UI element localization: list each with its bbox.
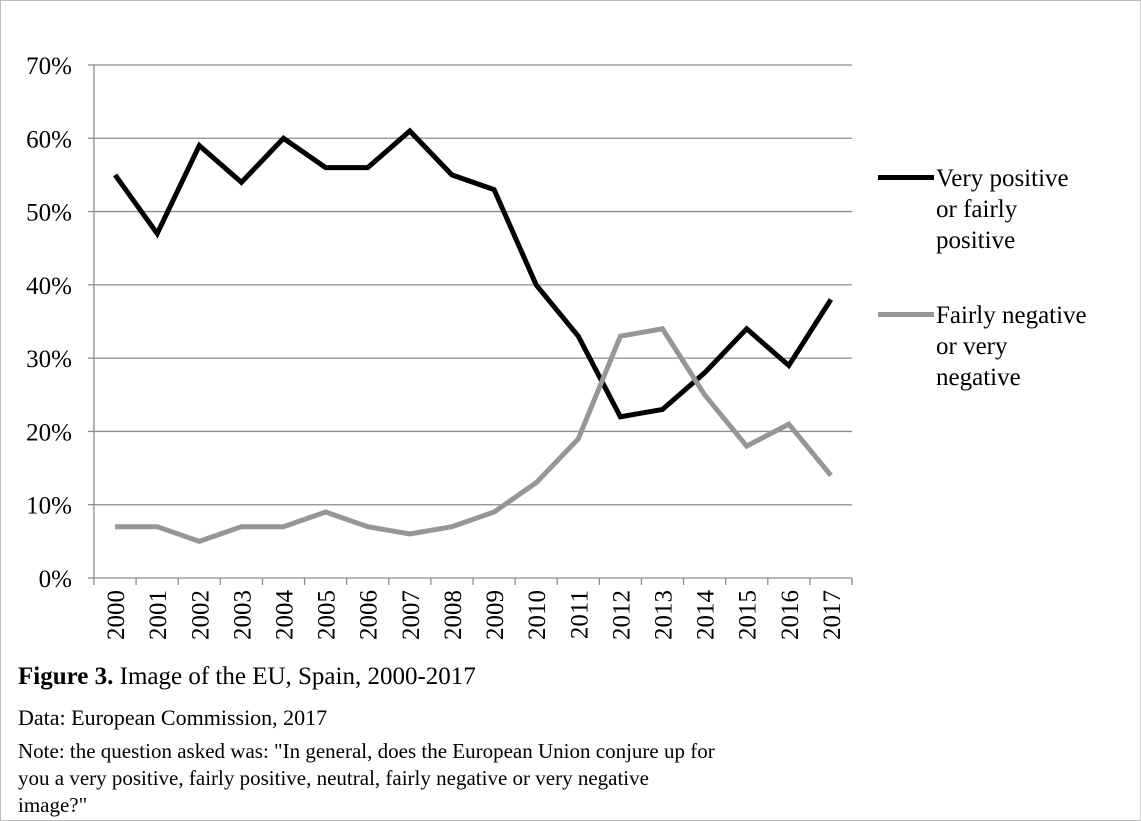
- x-tick-label: 2015: [735, 590, 762, 640]
- figure-label: Figure 3.: [18, 663, 114, 690]
- legend-label: Very positive or fairly positive: [936, 163, 1126, 256]
- x-tick-label: 2006: [356, 590, 383, 640]
- y-tick-label: 20%: [26, 419, 72, 446]
- x-tick-label: 2003: [229, 590, 256, 640]
- legend-label: Fairly negative or very negative: [936, 300, 1126, 393]
- x-tick-label: 2004: [272, 590, 299, 641]
- y-tick-label: 40%: [26, 273, 72, 300]
- note-line: you a very positive, fairly positive, ne…: [18, 766, 649, 790]
- figure-caption: Figure 3. Image of the EU, Spain, 2000-2…: [18, 662, 476, 692]
- gridlines: [94, 64, 852, 506]
- x-tick-label: 2007: [398, 590, 425, 640]
- series-lines: [113, 127, 834, 545]
- x-tick-label: 2014: [693, 590, 720, 641]
- note: Note: the question asked was: "In genera…: [18, 738, 818, 819]
- note-line: image?": [18, 793, 88, 817]
- x-tick-label: 2012: [608, 590, 635, 640]
- x-tick-label: 2016: [777, 590, 804, 640]
- x-tick-label: 2001: [145, 590, 172, 640]
- legend-label-line: Very positive: [936, 165, 1069, 192]
- legend-label-line: Fairly negative: [936, 302, 1087, 329]
- x-axis: 2000 2001 2002 2003 2004 2005 2006 2007 2008 2009…: [93, 65, 853, 641]
- figure-title: Image of the EU, Spain, 2000-2017: [113, 663, 476, 690]
- y-tick-label: 50%: [26, 200, 72, 227]
- x-tick-label: 2013: [651, 590, 678, 640]
- data-source: Data: European Commission, 2017: [18, 705, 328, 730]
- x-tick-label: 2011: [566, 590, 593, 639]
- y-tick-label: 70%: [26, 53, 72, 80]
- series-line: [115, 326, 833, 545]
- y-tick-label: 0%: [39, 566, 72, 593]
- x-tick-label: 2000: [103, 590, 130, 640]
- line-chart: 0% 10% 20% 30% 40% 50% 60% 70% 2000 2001 2002 2003…: [26, 53, 853, 641]
- x-tick-label: 2009: [482, 590, 509, 640]
- x-tick-label: 2002: [187, 590, 214, 640]
- x-tick-label: 2008: [440, 590, 467, 640]
- y-tick-label: 10%: [26, 493, 72, 520]
- legend-swatch: [878, 175, 934, 180]
- x-tick-label: 2005: [314, 590, 341, 640]
- x-tick-label: 2010: [524, 590, 551, 640]
- legend-swatch: [878, 312, 934, 317]
- y-tick-label: 60%: [26, 126, 72, 153]
- y-axis-ticks: 0% 10% 20% 30% 40% 50% 60% 70%: [26, 53, 94, 593]
- note-line: Note: the question asked was: "In genera…: [18, 739, 715, 763]
- legend-label-line: positive: [936, 227, 1016, 254]
- legend-label-line: or fairly: [936, 196, 1018, 223]
- legend-label-line: negative: [936, 364, 1021, 391]
- x-tick-label: 2017: [819, 590, 846, 640]
- legend-label-line: or very: [936, 333, 1008, 360]
- series-line: [113, 127, 834, 420]
- y-tick-label: 30%: [26, 346, 72, 373]
